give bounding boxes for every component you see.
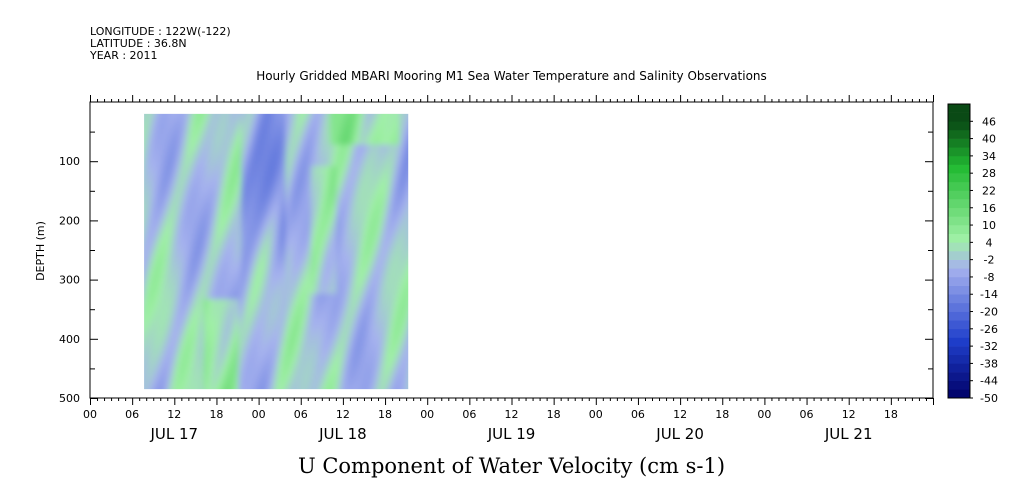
colorbar-tick-label: -2 — [984, 254, 995, 267]
colorbar-segment — [948, 173, 970, 183]
y-axis-label: DEPTH (m) — [34, 221, 47, 281]
x-tick-label: 00 — [589, 408, 603, 421]
colorbar-segment — [948, 302, 970, 312]
colorbar-segment — [948, 164, 970, 174]
x-tick-label: 00 — [252, 408, 266, 421]
colorbar-tick-label: -38 — [980, 357, 998, 370]
colorbar-tick-label: -8 — [984, 271, 995, 284]
x-tick-label: 18 — [209, 408, 223, 421]
year-label: YEAR : 2011 — [90, 49, 158, 62]
colorbar-segment — [948, 363, 970, 373]
x-tick-label: 00 — [83, 408, 97, 421]
colorbar-segment — [948, 285, 970, 295]
x-tick-label: 18 — [884, 408, 898, 421]
colorbar-segment — [948, 233, 970, 243]
x-day-label: JUL 19 — [487, 425, 536, 443]
colorbar-segment — [948, 294, 970, 304]
colorbar-segment — [948, 380, 970, 390]
colorbar-segment — [948, 276, 970, 286]
colorbar-segment — [948, 216, 970, 226]
x-tick-label: 00 — [757, 408, 771, 421]
colorbar-tick-label: -14 — [980, 288, 998, 301]
colorbar-segment — [948, 147, 970, 157]
velocity-field — [144, 113, 409, 390]
colorbar-tick-label: -50 — [980, 392, 998, 405]
x-tick-label: 06 — [462, 408, 476, 421]
colorbar-segment — [948, 129, 970, 139]
colorbar-segment — [948, 181, 970, 191]
colorbar-segment — [948, 354, 970, 364]
colorbar-segment — [948, 225, 970, 235]
x-tick-label: 12 — [336, 408, 350, 421]
x-tick-label: 12 — [673, 408, 687, 421]
colorbar-segment — [948, 104, 970, 113]
colorbar-segment — [948, 268, 970, 278]
y-axis: 100 200 300 400 500 — [59, 131, 933, 405]
colorbar-segment — [948, 372, 970, 382]
x-tick-label: 06 — [125, 408, 139, 421]
x-tick-label: 06 — [631, 408, 645, 421]
colorbar-tick-label: 16 — [982, 202, 996, 215]
colorbar-segment — [948, 112, 970, 122]
colorbar-tick-label: 34 — [982, 150, 996, 163]
x-tick-label: 12 — [167, 408, 181, 421]
colorbar-segment — [948, 121, 970, 131]
colorbar-label: U Component of Water Velocity (cm s-1) — [297, 454, 726, 478]
x-day-label: JUL 18 — [318, 425, 367, 443]
colorbar-segment — [948, 251, 970, 260]
colorbar-segment — [948, 389, 970, 399]
longitude-label: LONGITUDE : 122W(-122) — [90, 25, 231, 38]
x-tick-label: 06 — [800, 408, 814, 421]
colorbar-segment — [948, 155, 970, 165]
x-tick-label: 00 — [420, 408, 434, 421]
colorbar-segment — [948, 207, 970, 217]
colorbar-segment — [948, 259, 970, 269]
colorbar-segment — [948, 242, 970, 252]
colorbar-segment — [948, 328, 970, 338]
y-tick-label: 400 — [59, 333, 80, 346]
colorbar-segment — [948, 190, 970, 200]
x-tick-label: 12 — [842, 408, 856, 421]
colorbar-segment — [948, 337, 970, 347]
colorbar-tick-label: -32 — [980, 340, 998, 353]
colorbar-segment — [948, 138, 970, 148]
x-tick-label: 18 — [547, 408, 561, 421]
x-tick-label: 12 — [505, 408, 519, 421]
colorbar-tick-label: 28 — [982, 167, 996, 180]
latitude-label: LATITUDE : 36.8N — [90, 37, 187, 50]
colorbar-tick-label: 22 — [982, 184, 996, 197]
colorbar-tick-label: 40 — [982, 133, 996, 146]
x-tick-label: 18 — [378, 408, 392, 421]
x-day-label: JUL 17 — [149, 425, 198, 443]
y-tick-label: 500 — [59, 392, 80, 405]
colorbar-tick-label: -44 — [980, 375, 998, 388]
y-tick-label: 300 — [59, 274, 80, 287]
x-tick-label: 06 — [294, 408, 308, 421]
colorbar-tick-label: 10 — [982, 219, 996, 232]
x-axis: 00 06 12 18 00 06 12 18 00 06 12 18 00 06 12 18 00 06 12 18… — [83, 95, 934, 443]
colorbar: 46 40 34 28 22 16 10 4 -2 -8 -14 -20 -26 -32 -38 -44 -50 — [947, 103, 998, 405]
colorbar-segment — [948, 199, 970, 209]
colorbar-tick-label: -26 — [980, 323, 998, 336]
colorbar-tick-label: -20 — [980, 306, 998, 319]
colorbar-tick-label: 46 — [982, 115, 996, 128]
x-day-label: JUL 21 — [824, 425, 873, 443]
x-tick-label: 18 — [715, 408, 729, 421]
heatmap-chart: 00 06 12 18 00 06 12 18 00 06 12 18 00 06 12 18 00 06 12 18… — [34, 95, 998, 443]
colorbar-segment — [948, 311, 970, 321]
y-tick-label: 200 — [59, 214, 80, 227]
x-day-label: JUL 20 — [655, 425, 704, 443]
colorbar-tick-label: 4 — [986, 236, 993, 249]
chart-title: Hourly Gridded MBARI Mooring M1 Sea Wate… — [256, 69, 767, 83]
y-tick-label: 100 — [59, 155, 80, 168]
colorbar-segment — [948, 346, 970, 356]
colorbar-segment — [948, 320, 970, 330]
